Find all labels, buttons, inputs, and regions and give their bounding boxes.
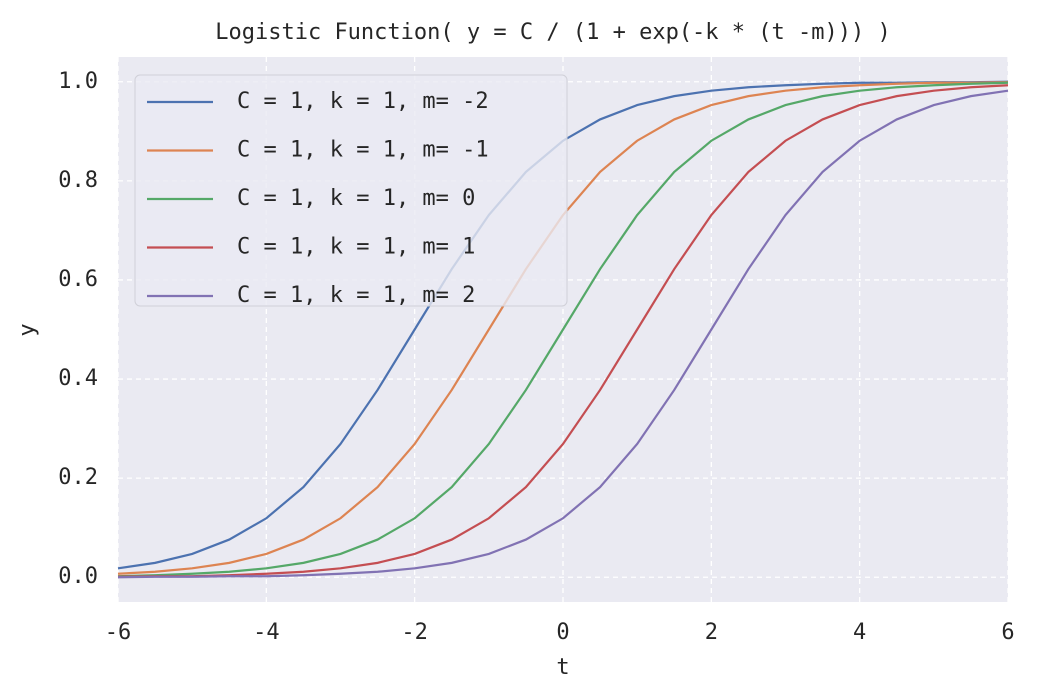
- legend-label: C = 1, k = 1, m= 2: [237, 283, 475, 308]
- y-axis-label: y: [15, 323, 40, 336]
- y-tick-label: 0.6: [58, 267, 98, 292]
- y-tick-label: 0.4: [58, 366, 98, 391]
- y-tick-label: 0.8: [58, 168, 98, 193]
- x-tick-label: 6: [1001, 620, 1014, 645]
- line-series: [117, 84, 1009, 578]
- legend-label: C = 1, k = 1, m= -2: [237, 89, 489, 114]
- legend: C = 1, k = 1, m= -2 C = 1, k = 1, m= -1 C …: [134, 74, 568, 308]
- legend-label: C = 1, k = 1, m= 1: [237, 235, 475, 260]
- x-axis-label: t: [556, 655, 569, 680]
- x-tick-label: 0: [556, 620, 569, 645]
- x-tick-label: 4: [853, 620, 866, 645]
- ticks: -6 -4 -2 0 2 4 6 0.0 0.2 0.4 0.6 0.8 1.0: [58, 69, 1014, 645]
- x-tick-label: -4: [253, 620, 280, 645]
- legend-label: C = 1, k = 1, m= 0: [237, 186, 475, 211]
- line-series: [117, 81, 1009, 578]
- y-tick-label: 0.0: [58, 564, 98, 589]
- line-series: [117, 89, 1009, 579]
- x-tick-label: 2: [705, 620, 718, 645]
- y-tick-label: 1.0: [58, 69, 98, 94]
- y-tick-label: 0.2: [58, 465, 98, 490]
- legend-label: C = 1, k = 1, m= -1: [237, 138, 489, 163]
- x-tick-label: -6: [105, 620, 132, 645]
- legend-box: [134, 74, 568, 307]
- x-tick-label: -2: [401, 620, 428, 645]
- chart-title: Logistic Function( y = C / (1 + exp(-k *…: [215, 20, 891, 45]
